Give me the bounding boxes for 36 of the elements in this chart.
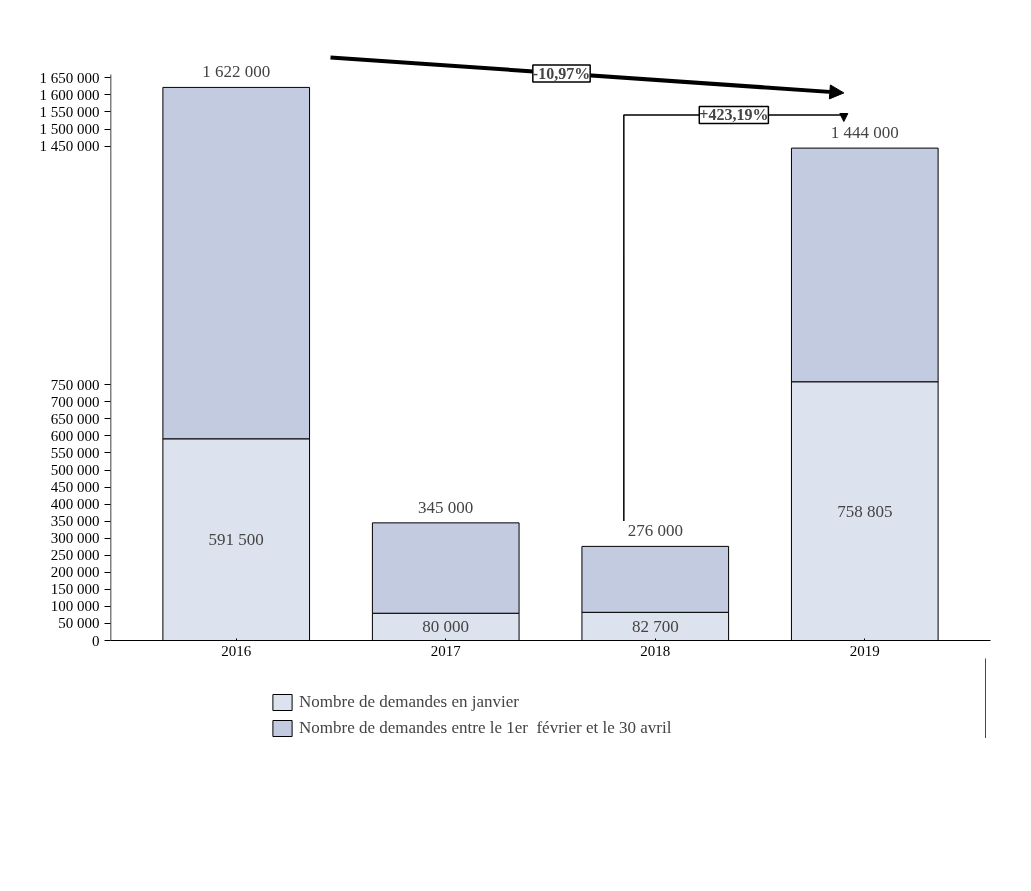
x-tick-label: 2019 [849, 642, 880, 659]
data-label: 82 700 [631, 616, 679, 636]
y-tick-label: 600 000 [50, 427, 100, 444]
y-tick-label: 250 000 [50, 547, 100, 564]
y-tick-label: 1 500 000 [39, 121, 100, 138]
y-tick-label: 650 000 [50, 410, 100, 427]
total-label: 1 444 000 [830, 123, 899, 143]
y-tick-label: 1 450 000 [39, 138, 100, 155]
y-tick-label: 550 000 [50, 444, 100, 461]
total-label: 1 622 000 [202, 62, 271, 82]
y-tick-label: 450 000 [50, 479, 100, 496]
y-tick-label: 0 [92, 632, 100, 649]
y-tick-label: 700 000 [50, 393, 100, 410]
data-label: 758 805 [837, 501, 893, 521]
annotation: +423,19% [699, 106, 769, 124]
total-label: 345 000 [418, 497, 474, 517]
y-tick-label: 150 000 [50, 581, 100, 598]
y-tick-label: 1 600 000 [39, 86, 100, 103]
y-tick-label: 1 650 000 [39, 69, 100, 86]
y-tick-label: 400 000 [50, 496, 100, 513]
x-tick-label: 2018 [640, 642, 671, 659]
total-label: 276 000 [627, 521, 683, 541]
y-tick-label: 1 550 000 [39, 103, 100, 120]
legend-label: Nombre de demandes en janvier [299, 692, 519, 712]
data-label: 80 000 [422, 617, 470, 637]
x-tick-label: 2016 [221, 642, 252, 659]
legend-label: Nombre de demandes entre le 1er février et le 30 avril [299, 718, 672, 738]
y-tick-label: 50 000 [58, 615, 100, 632]
x-tick-label: 2017 [430, 642, 462, 659]
y-tick-label: 100 000 [50, 598, 100, 615]
data-label: 591 500 [208, 530, 264, 550]
y-tick-label: 500 000 [50, 462, 100, 479]
y-tick-label: 350 000 [50, 513, 100, 530]
y-tick-label: 750 000 [50, 376, 100, 393]
y-tick-label: 300 000 [50, 530, 100, 547]
y-tick-label: 200 000 [50, 564, 100, 581]
